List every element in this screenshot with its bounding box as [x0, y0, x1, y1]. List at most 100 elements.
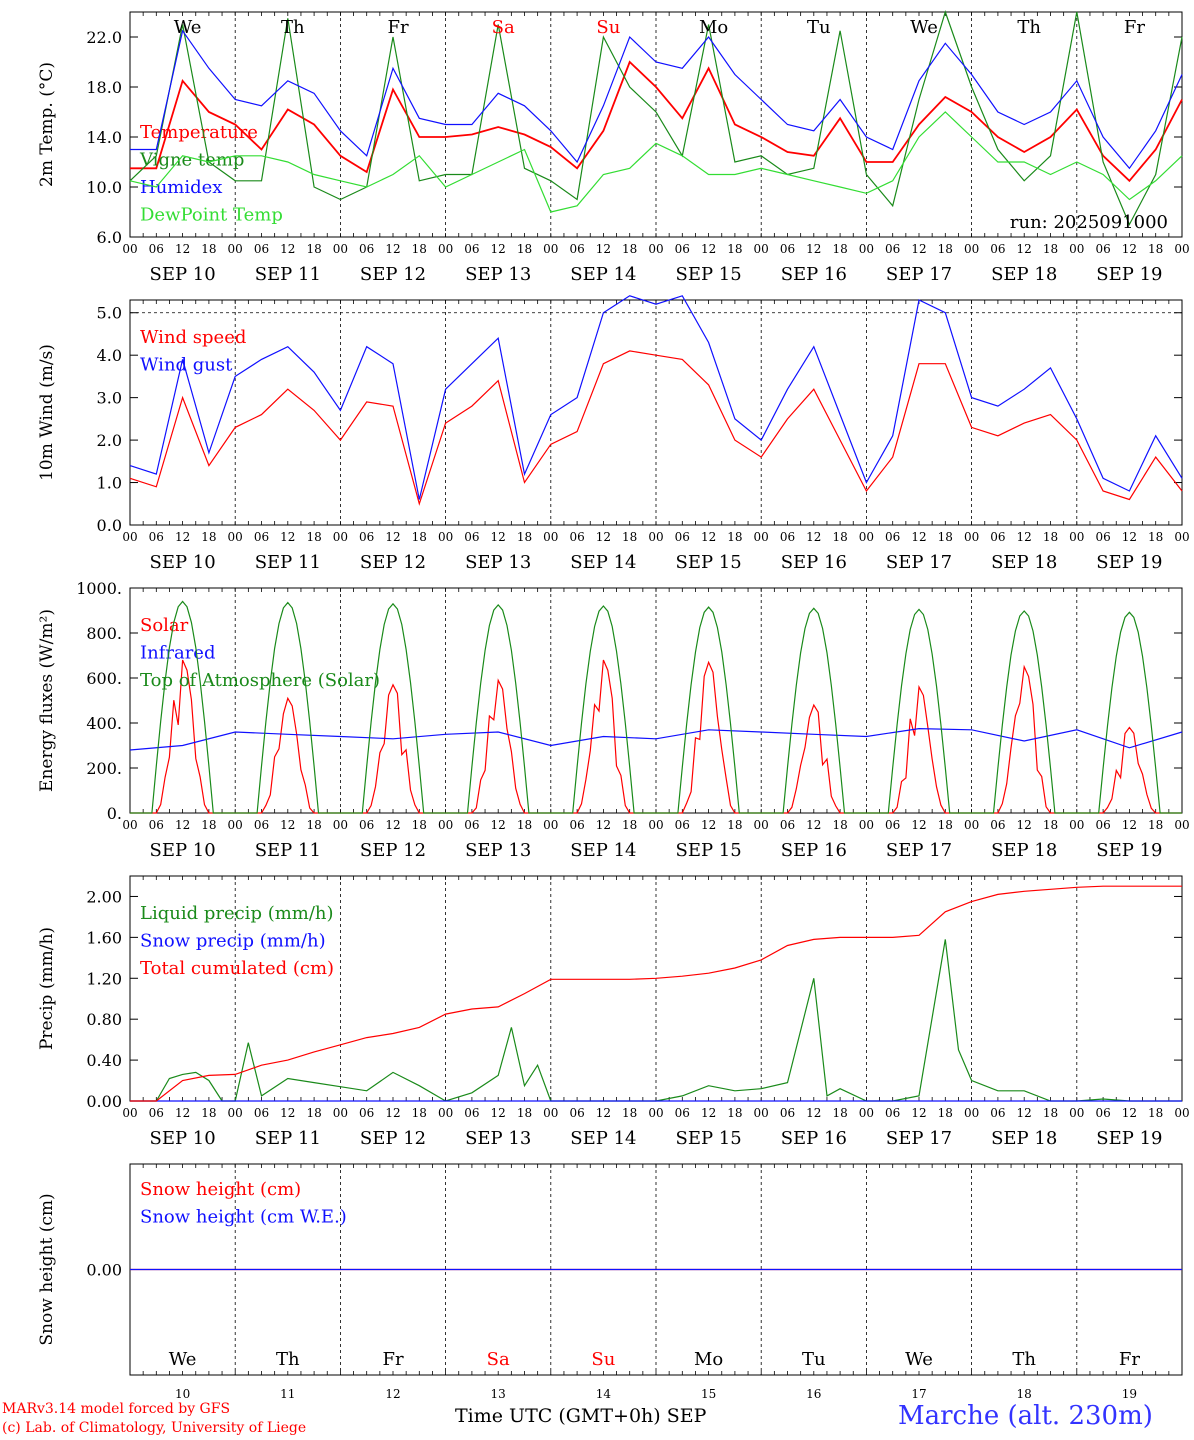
wind-ytick-label: 3.0 — [97, 389, 122, 408]
wind-hour-label: 06 — [464, 530, 479, 544]
temp-hour-label: 12 — [911, 242, 926, 256]
time-axis-label: Time UTC (GMT+0h) SEP — [455, 1405, 707, 1427]
day-number-label: 12 — [385, 1387, 400, 1401]
temp-date-label: SEP 15 — [675, 264, 741, 285]
wind-date-label: SEP 16 — [781, 552, 847, 573]
energy-ylabel: Energy fluxes (W/m²) — [37, 609, 57, 792]
precip-date-label: SEP 12 — [360, 1128, 426, 1149]
precip-hour-label: 00 — [228, 1106, 243, 1120]
snow-weekday-label: We — [905, 1349, 933, 1370]
wind-hour-label: 00 — [859, 530, 874, 544]
energy-ytick-label: 800. — [86, 624, 122, 643]
wind-ylabel: 10m Wind (m/s) — [37, 344, 57, 481]
temp-hour-label: 06 — [675, 242, 690, 256]
day-number-label: 13 — [491, 1387, 506, 1401]
precip-hour-label: 12 — [385, 1106, 400, 1120]
energy-date-label: SEP 10 — [149, 840, 215, 861]
temp-hour-label: 00 — [648, 242, 663, 256]
temp-ytick-label: 6.0 — [97, 228, 122, 247]
energy-hour-label: 12 — [911, 818, 926, 832]
temp-hour-label: 00 — [228, 242, 243, 256]
temp-hour-label: 12 — [175, 242, 190, 256]
energy-series-top-of-atmosphere-solar — [130, 600, 1182, 814]
wind-hour-label: 06 — [885, 530, 900, 544]
energy-hour-label: 18 — [306, 818, 321, 832]
temp-weekday-label: Th — [1017, 17, 1041, 38]
wind-hour-label: 00 — [122, 530, 137, 544]
energy-hour-label: 18 — [832, 818, 847, 832]
energy-ytick-label: 0. — [107, 804, 122, 823]
energy-hour-label: 00 — [1069, 818, 1084, 832]
energy-hour-label: 18 — [201, 818, 216, 832]
wind-series-wind-speed — [129, 350, 1183, 506]
temp-date-label: SEP 13 — [465, 264, 531, 285]
energy-hour-label: 12 — [280, 818, 295, 832]
day-number-label: 16 — [806, 1387, 821, 1401]
temp-hour-label: 00 — [122, 242, 137, 256]
precip-hour-label: 12 — [596, 1106, 611, 1120]
wind-hour-label: 00 — [333, 530, 348, 544]
precip-hour-label: 12 — [701, 1106, 716, 1120]
temp-hour-label: 12 — [280, 242, 295, 256]
precip-legend-snow-precip-mm-h: Snow precip (mm/h) — [140, 931, 326, 952]
wind-hour-label: 12 — [701, 530, 716, 544]
temp-hour-label: 06 — [149, 242, 164, 256]
temp-weekday-label: Fr — [387, 17, 408, 38]
precip-hour-label: 00 — [438, 1106, 453, 1120]
wind-date-label: SEP 17 — [886, 552, 952, 573]
energy-hour-label: 00 — [228, 818, 243, 832]
energy-hour-label: 06 — [359, 818, 374, 832]
energy-hour-label: 06 — [569, 818, 584, 832]
precip-date-label: SEP 14 — [570, 1128, 636, 1149]
energy-date-label: SEP 11 — [255, 840, 321, 861]
wind-hour-label: 12 — [385, 530, 400, 544]
precip-series-total-cumulated-cm — [130, 885, 1182, 1102]
wind-hour-label: 12 — [1122, 530, 1137, 544]
snow-weekday-label: Fr — [1119, 1349, 1140, 1370]
energy-date-label: SEP 19 — [1096, 840, 1162, 861]
temp-hour-label: 18 — [1148, 242, 1163, 256]
wind-hour-label: 18 — [727, 530, 742, 544]
wind-ytick-label: 4.0 — [97, 346, 122, 365]
precip-date-label: SEP 16 — [781, 1128, 847, 1149]
snow-ylabel: Snow height (cm) — [37, 1193, 57, 1345]
temp-date-label: SEP 14 — [570, 264, 636, 285]
wind-hour-label: 12 — [1017, 530, 1032, 544]
precip-hour-label: 00 — [754, 1106, 769, 1120]
day-number-label: 19 — [1122, 1387, 1137, 1401]
wind-hour-label: 00 — [438, 530, 453, 544]
temp-ytick-label: 10.0 — [86, 178, 122, 197]
wind-ytick-label: 2.0 — [97, 431, 122, 450]
precip-hour-label: 12 — [806, 1106, 821, 1120]
precip-hour-label: 00 — [859, 1106, 874, 1120]
precip-hour-label: 12 — [911, 1106, 926, 1120]
temp-weekday-label: We — [174, 17, 202, 38]
precip-hour-label: 00 — [648, 1106, 663, 1120]
wind-legend-wind-gust: Wind gust — [140, 355, 233, 376]
temp-hour-label: 18 — [727, 242, 742, 256]
energy-hour-label: 12 — [491, 818, 506, 832]
precip-date-label: SEP 19 — [1096, 1128, 1162, 1149]
energy-hour-label: 18 — [938, 818, 953, 832]
energy-hour-label: 00 — [964, 818, 979, 832]
day-number-label: 10 — [175, 1387, 190, 1401]
wind-hour-label: 12 — [911, 530, 926, 544]
temp-date-label: SEP 17 — [886, 264, 952, 285]
temp-hour-label: 18 — [517, 242, 532, 256]
precip-legend-liquid-precip-mm-h: Liquid precip (mm/h) — [140, 903, 334, 924]
temp-weekday-label: Th — [281, 17, 305, 38]
energy-hour-label: 18 — [1148, 818, 1163, 832]
wind-hour-label: 00 — [1174, 530, 1189, 544]
temp-series-humidex — [130, 29, 1183, 170]
energy-ytick-label: 1000. — [76, 579, 122, 598]
precip-ytick-label: 1.20 — [86, 969, 122, 988]
wind-hour-label: 06 — [359, 530, 374, 544]
temp-hour-label: 06 — [780, 242, 795, 256]
snow-legend-snow-height-cm: Snow height (cm) — [140, 1179, 301, 1200]
station-name: Marche (alt. 230m) — [898, 1401, 1153, 1431]
snow-weekday-label: Fr — [382, 1349, 403, 1370]
energy-hour-label: 06 — [254, 818, 269, 832]
temp-series-temperature — [130, 60, 1183, 183]
precip-legend-total-cumulated-cm: Total cumulated (cm) — [140, 958, 334, 979]
